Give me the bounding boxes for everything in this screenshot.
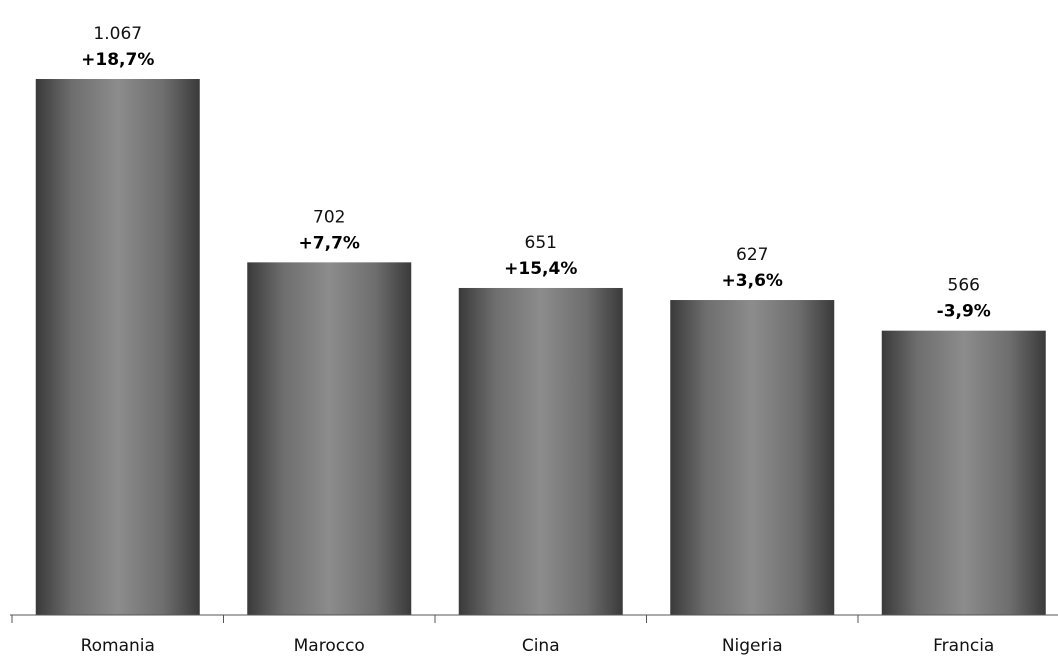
value-label: 702	[313, 207, 345, 227]
x-axis	[10, 614, 1058, 623]
value-label: 1.067	[93, 24, 142, 44]
change-label: +18,7%	[81, 50, 154, 70]
category-label: Francia	[933, 636, 994, 656]
bar-cina	[458, 287, 623, 615]
labels-layer: 1.067 +18,7% Romania 702 +7,7% Marocco 651 +15,…	[81, 24, 995, 656]
value-label: 651	[525, 233, 557, 253]
bar-marocco	[247, 262, 412, 615]
value-label: 627	[736, 245, 768, 265]
bars-layer	[35, 79, 1046, 615]
change-label: +15,4%	[504, 259, 577, 279]
change-label: +3,6%	[722, 271, 783, 291]
category-label: Romania	[81, 636, 155, 656]
category-label: Nigeria	[722, 636, 783, 656]
change-label: +7,7%	[299, 233, 360, 253]
change-label: -3,9%	[937, 302, 991, 322]
value-label: 566	[948, 276, 980, 296]
bar-nigeria	[670, 300, 835, 615]
bar-francia	[881, 330, 1046, 615]
category-label: Marocco	[294, 636, 365, 656]
category-label: Cina	[522, 636, 560, 656]
bar-romania	[35, 79, 200, 615]
